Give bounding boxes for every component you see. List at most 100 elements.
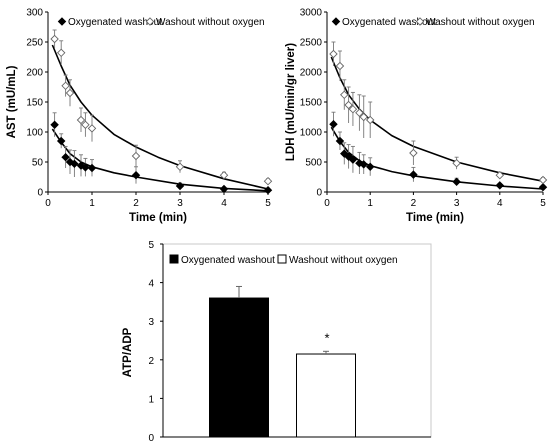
atp-adp-y-tick-label: 3 bbox=[148, 317, 154, 328]
ast-data-point bbox=[131, 151, 141, 161]
ast-x-tick-label: 2 bbox=[133, 198, 139, 209]
ldh-data-point bbox=[348, 155, 358, 164]
atp-adp-bar bbox=[296, 353, 356, 438]
ast-data-point bbox=[70, 159, 79, 169]
ast-data-point bbox=[65, 157, 75, 167]
atp-adp-legend: Oxygenated washout Washout without oxygen bbox=[169, 254, 398, 266]
ldh-data-point bbox=[340, 90, 349, 100]
ast-legend-label: Oxygenated washout bbox=[68, 17, 162, 28]
ast-data-point bbox=[175, 162, 185, 172]
atp-adp-legend-swatch bbox=[169, 254, 179, 264]
ldh-fit-curve bbox=[330, 126, 544, 190]
ldh-data-point bbox=[355, 158, 364, 168]
ldh-data-point bbox=[359, 160, 368, 169]
ast-data-point bbox=[50, 34, 59, 44]
ast-x-axis-title: Time (min) bbox=[129, 212, 187, 224]
ast-data-point bbox=[87, 163, 97, 173]
ldh-x-tick-label: 0 bbox=[324, 198, 330, 209]
ast-data-point bbox=[81, 163, 90, 172]
ldh-data-point bbox=[344, 100, 353, 110]
ast-y-tick-label: 200 bbox=[26, 68, 43, 79]
ldh-series bbox=[329, 111, 548, 192]
ldh-y-tick-label: 3000 bbox=[300, 8, 323, 19]
ast-x-tick-label: 4 bbox=[221, 198, 227, 209]
ast-legend-marker bbox=[57, 17, 67, 26]
ast-data-point bbox=[65, 88, 75, 98]
ast-data-point bbox=[81, 120, 90, 130]
ldh-data-point bbox=[335, 136, 345, 146]
ast-x-tick-label: 1 bbox=[89, 198, 95, 209]
ast-data-point bbox=[61, 81, 70, 91]
ast-legend-label: Washout without oxygen bbox=[156, 17, 265, 28]
ldh-data-point bbox=[365, 162, 375, 172]
ldh-legend-label: Washout without oxygen bbox=[426, 17, 535, 28]
ast-y-tick-label: 0 bbox=[37, 188, 43, 199]
ldh-x-tick-label: 3 bbox=[454, 198, 460, 209]
ldh-x-tick-label: 2 bbox=[411, 198, 417, 209]
ldh-data-point bbox=[335, 61, 345, 71]
ast-panel: 0 50 100 150 200 250 300 0 1 2 3 4 5 Time (min) AST (m… bbox=[6, 8, 273, 224]
atp-adp-legend-swatch bbox=[277, 254, 287, 264]
ldh-data-point bbox=[409, 148, 418, 158]
atp-adp-y-axis-title: ATP/ADP bbox=[122, 327, 134, 377]
ast-x-tick-label: 3 bbox=[177, 198, 183, 209]
ldh-data-point bbox=[538, 182, 548, 192]
ldh-data-point bbox=[359, 112, 368, 122]
ast-data-point bbox=[76, 115, 86, 125]
atp-adp-y-tick-label: 4 bbox=[148, 279, 154, 290]
ldh-data-point bbox=[409, 170, 418, 179]
ast-legend-marker bbox=[145, 17, 155, 26]
ldh-data-point bbox=[365, 115, 375, 125]
ast-x-tick-label: 5 bbox=[265, 198, 271, 209]
ldh-y-tick-label: 1500 bbox=[300, 98, 323, 109]
ldh-data-point bbox=[452, 177, 461, 187]
ast-data-point bbox=[56, 136, 66, 146]
ast-data-point bbox=[219, 170, 229, 180]
ldh-x-tick-label: 4 bbox=[497, 198, 503, 209]
ast-y-tick-label: 250 bbox=[26, 38, 43, 49]
ast-data-point bbox=[50, 120, 59, 130]
ast-data-point bbox=[263, 176, 273, 186]
ast-data-point bbox=[219, 184, 229, 194]
ldh-legend-marker bbox=[415, 17, 425, 26]
ldh-y-axis-title: LDH (mU/min/gr liver) bbox=[285, 43, 297, 161]
atp-adp-panel: 0 1 2 3 4 5 ATP/ADP * Oxygenated washout Washout … bbox=[122, 240, 432, 444]
ast-data-point bbox=[175, 181, 185, 191]
atp-adp-y-tick-label: 2 bbox=[148, 356, 154, 367]
ast-data-point bbox=[61, 152, 70, 162]
ldh-data-point bbox=[452, 158, 461, 168]
ldh-y-tick-label: 1000 bbox=[300, 128, 323, 139]
ldh-data-point bbox=[495, 170, 505, 180]
ast-series bbox=[50, 112, 273, 195]
ast-series bbox=[50, 29, 273, 190]
atp-adp-legend-label: Oxygenated washout bbox=[181, 255, 275, 266]
ldh-y-tick-label: 2500 bbox=[300, 38, 323, 49]
ast-y-tick-label: 150 bbox=[26, 98, 43, 109]
significance-asterisk: * bbox=[324, 330, 329, 345]
ldh-series bbox=[329, 41, 548, 185]
ldh-legend-marker bbox=[331, 17, 341, 26]
ldh-data-point bbox=[329, 119, 338, 129]
ast-x-tick-label: 0 bbox=[45, 198, 51, 209]
ast-y-tick-label: 100 bbox=[26, 128, 43, 139]
atp-adp-y-tick-label: 1 bbox=[148, 394, 154, 405]
atp-adp-y-tick-label: 0 bbox=[148, 433, 154, 444]
ldh-data-point bbox=[495, 181, 505, 190]
ast-y-tick-label: 50 bbox=[32, 158, 44, 169]
ast-fit-curve bbox=[51, 44, 269, 190]
ldh-data-point bbox=[355, 108, 364, 118]
atp-adp-legend-label: Washout without oxygen bbox=[289, 255, 398, 266]
ldh-data-point bbox=[538, 175, 548, 185]
ldh-y-tick-label: 2000 bbox=[300, 68, 323, 79]
ldh-data-point bbox=[329, 49, 338, 59]
ldh-legend-label: Oxygenated washout bbox=[342, 17, 436, 28]
ldh-x-tick-label: 1 bbox=[367, 198, 373, 209]
ldh-data-point bbox=[348, 104, 358, 114]
ast-data-point bbox=[56, 48, 66, 58]
ast-data-point bbox=[131, 170, 141, 180]
ast-y-tick-label: 300 bbox=[26, 8, 43, 19]
ast-data-point bbox=[87, 124, 97, 133]
ldh-y-tick-label: 0 bbox=[316, 188, 322, 199]
